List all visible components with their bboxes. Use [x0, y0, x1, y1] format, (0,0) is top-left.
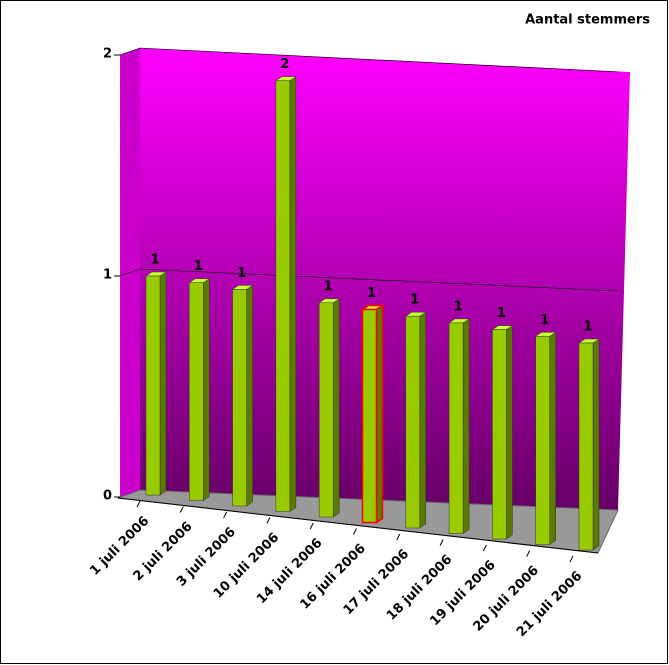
- bar: [361, 308, 378, 524]
- data-label: 1: [367, 286, 376, 301]
- bar: [318, 302, 334, 518]
- x-tick-mark: [136, 500, 141, 508]
- bar: [275, 80, 291, 512]
- data-label: 1: [194, 259, 203, 274]
- x-tick-mark: [569, 555, 574, 563]
- data-label: 1: [454, 299, 463, 314]
- bar-side: [159, 271, 167, 496]
- bar: [189, 282, 204, 501]
- chart-title: Aantal stemmers: [525, 13, 650, 28]
- x-tick-mark: [439, 539, 444, 546]
- x-tick-mark: [179, 506, 184, 513]
- data-label: 1: [324, 279, 333, 294]
- back-wall: [140, 48, 630, 510]
- data-label: 1: [410, 293, 419, 308]
- data-label: 1: [150, 253, 159, 268]
- grid-line: [119, 47, 619, 73]
- bar-side: [289, 76, 297, 512]
- data-label: 1: [237, 266, 246, 281]
- data-label: 1: [540, 313, 549, 328]
- bar: [448, 322, 464, 534]
- bar: [145, 275, 161, 496]
- data-label: 2: [280, 57, 289, 72]
- x-tick-mark: [223, 511, 228, 519]
- bar: [535, 336, 550, 545]
- bar-side: [506, 325, 513, 540]
- x-tick-mark: [353, 528, 357, 535]
- x-tick-mark: [526, 550, 531, 557]
- y-tick-label: 1: [103, 268, 112, 283]
- data-label: 1: [583, 320, 592, 335]
- x-tick-mark: [309, 522, 314, 530]
- bar-side: [332, 298, 340, 518]
- bar: [578, 342, 594, 551]
- bar-side: [419, 311, 427, 529]
- bar-side: [592, 338, 600, 551]
- data-label: 1: [497, 306, 506, 321]
- bar-side: [549, 331, 556, 545]
- x-tick-mark: [266, 517, 271, 524]
- y-tick-label: 0: [103, 489, 112, 504]
- bar: [492, 329, 507, 540]
- bar-side: [375, 304, 384, 524]
- x-tick-mark: [396, 533, 401, 541]
- bar: [232, 289, 247, 507]
- x-axis: [117, 497, 599, 554]
- grid-line: [119, 268, 619, 292]
- bar-side: [462, 318, 470, 534]
- bar: [405, 315, 421, 529]
- y-tick-label: 2: [103, 47, 112, 62]
- bar-side: [203, 278, 210, 501]
- bar-side: [246, 284, 253, 507]
- x-tick-mark: [482, 544, 487, 552]
